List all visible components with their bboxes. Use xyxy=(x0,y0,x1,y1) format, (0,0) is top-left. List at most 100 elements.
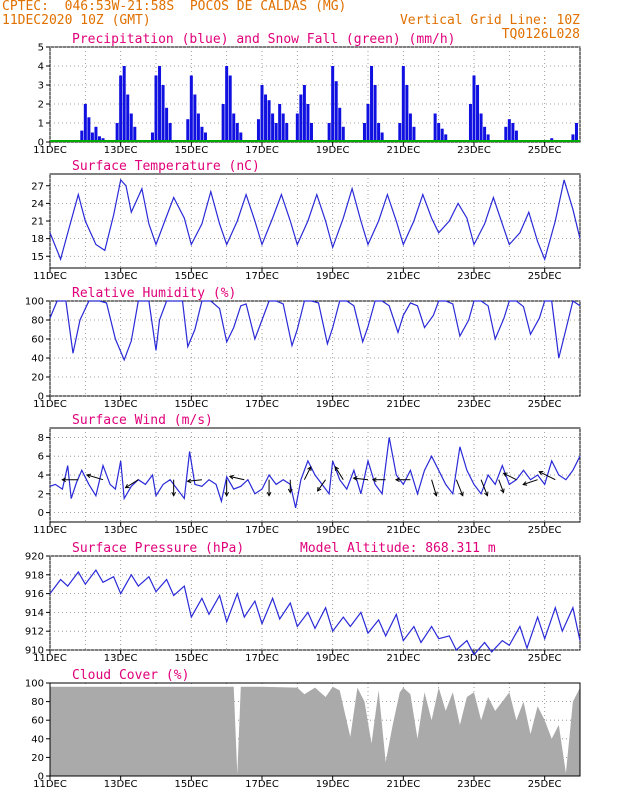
wind-arrowhead xyxy=(307,465,312,471)
wind-arrowhead xyxy=(86,473,92,479)
wind-arrow xyxy=(86,474,104,481)
y-tick-label: 15 xyxy=(31,252,44,263)
x-tick-label: 19DEC xyxy=(316,399,350,410)
series-line xyxy=(49,300,581,362)
x-tick-label: 21DEC xyxy=(386,525,420,536)
x-tick-label: 21DEC xyxy=(386,779,420,790)
series-line xyxy=(49,178,581,262)
cloud-cover-area xyxy=(50,686,580,776)
precip-bar xyxy=(440,128,444,142)
vertical-grid-note: Vertical Grid Line: 10Z xyxy=(399,13,580,28)
precip-bar xyxy=(256,119,260,142)
y-tick-label: 0 xyxy=(38,772,44,783)
precip-bar xyxy=(401,66,405,142)
x-tick-label: 11DEC xyxy=(33,779,67,790)
wind-arrowhead xyxy=(502,472,508,477)
wind-arrow xyxy=(317,479,327,492)
panel-title: Surface Wind (m/s) xyxy=(72,413,213,428)
x-tick-label: 19DEC xyxy=(316,653,350,664)
x-tick-label: 15DEC xyxy=(174,525,208,536)
wind-arrowhead xyxy=(522,481,528,486)
precip-bar xyxy=(225,66,229,142)
y-tick-label: 20 xyxy=(31,373,44,384)
precip-bar xyxy=(267,100,271,142)
precip-bar xyxy=(193,94,197,142)
wind-arrow xyxy=(503,472,517,481)
x-tick-label: 23DEC xyxy=(457,399,491,410)
wind-arrow xyxy=(303,466,312,480)
wind-arrowhead xyxy=(186,478,192,484)
precip-bar xyxy=(196,113,200,142)
panel-1: 0 1 2 3 4 5 11DEC 13DEC 15DEC 17DEC 19DEC 21DEC 23DE… xyxy=(33,32,581,156)
precip-bar xyxy=(83,104,87,142)
y-tick-label: 0 xyxy=(38,138,44,149)
plot-frame xyxy=(49,300,581,397)
y-tick-label: 0 xyxy=(38,508,44,519)
precip-bar xyxy=(373,85,377,142)
precip-bar xyxy=(274,123,278,142)
plot-frame xyxy=(49,46,581,143)
precip-bar xyxy=(486,134,490,142)
panel-title: Surface Temperature (nC) xyxy=(72,159,260,174)
precip-bar xyxy=(133,126,137,142)
station-header: CPTEC: 046:53W-21:58S POCOS DE CALDAS (M… xyxy=(2,0,347,14)
precip-bar xyxy=(483,126,487,142)
y-tick-label: 914 xyxy=(25,608,44,619)
x-tick-label: 25DEC xyxy=(528,271,562,282)
y-tick-label: 4 xyxy=(38,471,44,482)
precip-bar xyxy=(278,104,282,142)
y-tick-label: 2 xyxy=(38,489,44,500)
precip-bar xyxy=(433,113,437,142)
x-tick-label: 23DEC xyxy=(457,779,491,790)
wind-arrow xyxy=(229,476,245,481)
x-tick-label: 25DEC xyxy=(528,145,562,156)
x-tick-label: 11DEC xyxy=(33,525,67,536)
y-tick-label: 8 xyxy=(38,433,44,444)
y-tick-label: 60 xyxy=(31,716,44,727)
precip-bar xyxy=(158,66,162,142)
panel-title: Precipitation (blue) and Snow Fall (gree… xyxy=(72,32,456,47)
wind-arrowhead xyxy=(224,491,230,497)
y-tick-label: 40 xyxy=(31,354,44,365)
wind-arrowhead xyxy=(459,491,464,497)
y-tick-label: 916 xyxy=(25,589,44,600)
precip-bar xyxy=(507,119,511,142)
y-tick-label: 80 xyxy=(31,316,44,327)
precip-bar xyxy=(119,75,123,142)
x-tick-label: 19DEC xyxy=(316,779,350,790)
wind-arrowhead xyxy=(124,483,130,489)
panel-4: 0 2 4 6 8 11DEC 13DEC 15DEC 17DEC 19DEC 21DEC 23DEC… xyxy=(33,413,581,536)
panel-title: Relative Humidity (%) xyxy=(72,286,236,301)
y-tick-label: 18 xyxy=(31,234,44,245)
precip-bar xyxy=(90,132,94,142)
y-tick-label: 0 xyxy=(38,392,44,403)
y-tick-label: 5 xyxy=(38,43,44,54)
wind-arrowhead xyxy=(171,491,177,497)
x-tick-label: 15DEC xyxy=(174,271,208,282)
precip-bar xyxy=(405,85,409,142)
x-tick-label: 23DEC xyxy=(457,525,491,536)
y-tick-label: 4 xyxy=(38,62,44,73)
panel-title: Cloud Cover (%) xyxy=(72,668,189,683)
panel-title: Surface Pressure (hPa) xyxy=(72,541,244,556)
wind-arrow xyxy=(187,479,202,482)
x-tick-label: 21DEC xyxy=(386,653,420,664)
precip-bar xyxy=(221,104,225,142)
wind-arrowhead xyxy=(484,491,489,497)
panel-6: 0 20 40 60 80 100 11DEC 13DEC 15DEC 17DEC 19DEC 21D… xyxy=(25,668,581,790)
y-tick-label: 100 xyxy=(25,679,44,690)
wind-arrowhead xyxy=(394,477,400,483)
precip-bar xyxy=(341,126,345,142)
series-line xyxy=(49,437,581,509)
x-tick-label: 15DEC xyxy=(174,779,208,790)
precip-bar xyxy=(150,132,154,142)
wind-arrowhead xyxy=(538,471,544,476)
x-tick-label: 15DEC xyxy=(174,145,208,156)
precip-bar xyxy=(511,123,515,142)
precip-bar xyxy=(370,66,374,142)
precip-bar xyxy=(571,134,575,142)
precip-bar xyxy=(165,107,169,142)
run-datetime: 11DEC2020 10Z (GMT) xyxy=(2,13,151,28)
precip-bar xyxy=(514,130,518,142)
wind-arrow xyxy=(353,477,369,481)
